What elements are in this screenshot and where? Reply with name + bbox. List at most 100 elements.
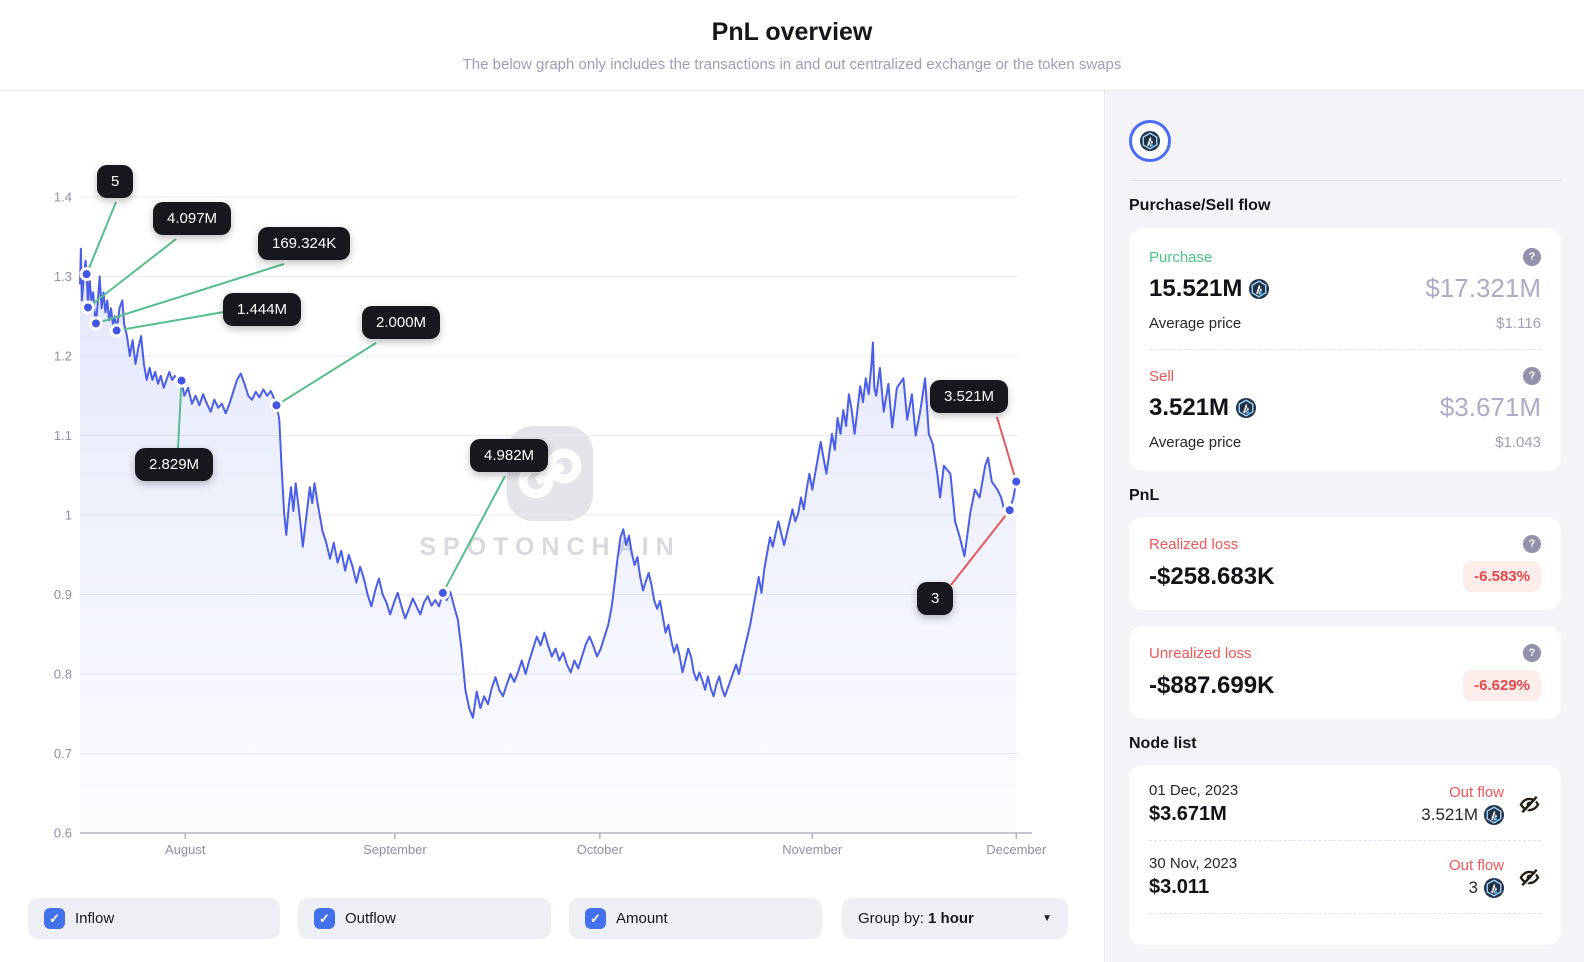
svg-text:1.4: 1.4 bbox=[54, 190, 72, 205]
arbitrum-token-logo bbox=[1129, 120, 1171, 162]
checkbox-checked-icon: ✓ bbox=[585, 908, 606, 929]
data-point-marker[interactable] bbox=[1002, 503, 1017, 518]
sell-amount: 3.521M bbox=[1149, 394, 1256, 422]
unrealized-loss-value: -$887.699K bbox=[1149, 671, 1275, 699]
hide-node-button[interactable] bbox=[1518, 793, 1541, 816]
node-amount: 3 bbox=[1449, 877, 1504, 898]
svg-text:September: September bbox=[363, 842, 427, 857]
group-by-text: Group by: 1 hour bbox=[858, 910, 974, 927]
checkbox-checked-icon: ✓ bbox=[44, 908, 65, 929]
arbitrum-token-icon bbox=[1236, 398, 1256, 418]
pnl-section-title: PnL bbox=[1129, 487, 1160, 504]
node-list-item: 01 Dec, 2023 $3.671M Out flow 3.521M bbox=[1149, 782, 1541, 826]
inflow-checkbox[interactable]: ✓ Inflow bbox=[28, 898, 280, 939]
realized-loss-value: -$258.683K bbox=[1149, 562, 1275, 590]
svg-text:December: December bbox=[986, 842, 1047, 857]
price-line bbox=[79, 247, 1018, 719]
annotation-badge: 3.521M bbox=[930, 380, 1009, 413]
data-point-marker[interactable] bbox=[79, 267, 94, 282]
help-icon[interactable]: ? bbox=[1523, 367, 1541, 385]
group-by-label: Group by: bbox=[858, 910, 924, 927]
node-flow-direction: Out flow bbox=[1448, 856, 1504, 874]
group-by-select[interactable]: Group by: 1 hour ▼ bbox=[842, 898, 1068, 939]
svg-text:0.7: 0.7 bbox=[54, 746, 72, 761]
purchase-avg-label: Average price bbox=[1149, 315, 1242, 332]
node-date: 01 Dec, 2023 bbox=[1149, 782, 1239, 799]
annotation-badge: 3 bbox=[917, 582, 954, 615]
purchase-avg-value: $1.116 bbox=[1496, 315, 1541, 332]
node-amount: 3.521M bbox=[1421, 804, 1504, 825]
group-by-value: 1 hour bbox=[928, 910, 974, 927]
data-point-marker[interactable] bbox=[80, 300, 95, 315]
node-list-title: Node list bbox=[1129, 735, 1197, 752]
checkbox-checked-icon: ✓ bbox=[314, 908, 335, 929]
arbitrum-token-icon bbox=[1249, 279, 1269, 299]
purchase-sell-card: Purchase ? 15.521M $17.321M Average pric… bbox=[1129, 228, 1561, 471]
help-icon[interactable]: ? bbox=[1523, 644, 1541, 662]
data-point-marker[interactable] bbox=[1009, 474, 1024, 489]
dashed-divider bbox=[1149, 840, 1541, 841]
annotation-badge: 2.829M bbox=[135, 448, 214, 481]
unrealized-loss-percent-badge: -6.629% bbox=[1463, 670, 1541, 701]
pnl-chart-panel: SPOTONCHAIN 1.4 1.3 1.2 1.1 1 0.9 0.8 0.7 0.6 Aug… bbox=[0, 91, 1104, 962]
sell-avg-label: Average price bbox=[1149, 434, 1242, 451]
amount-checkbox[interactable]: ✓ Amount bbox=[569, 898, 822, 939]
annotation-badge: 4.097M bbox=[153, 202, 232, 235]
realized-loss-card: Realized loss ? -$258.683K -6.583% bbox=[1129, 517, 1561, 610]
annotation-badge: 5 bbox=[97, 165, 134, 198]
data-point-marker[interactable] bbox=[88, 316, 103, 331]
eye-off-icon bbox=[1518, 793, 1541, 816]
svg-text:October: October bbox=[577, 842, 624, 857]
sell-usd: $3.671M bbox=[1439, 392, 1541, 422]
chevron-down-icon: ▼ bbox=[1042, 913, 1052, 924]
page-title: PnL overview bbox=[711, 17, 873, 46]
node-flow-direction: Out flow bbox=[1448, 783, 1504, 801]
arbitrum-token-icon bbox=[1484, 878, 1504, 898]
sell-label: Sell bbox=[1149, 367, 1175, 385]
data-point-marker[interactable] bbox=[174, 373, 189, 388]
svg-text:0.9: 0.9 bbox=[54, 587, 72, 602]
node-list-card: 01 Dec, 2023 $3.671M Out flow 3.521M bbox=[1129, 765, 1561, 945]
axes: 1.4 1.3 1.2 1.1 1 0.9 0.8 0.7 0.6 August September… bbox=[54, 190, 1047, 858]
purchase-label: Purchase bbox=[1149, 248, 1213, 266]
annotation-badge: 2.000M bbox=[362, 306, 441, 339]
arbitrum-token-icon bbox=[1484, 805, 1504, 825]
help-icon[interactable]: ? bbox=[1523, 248, 1541, 266]
purchase-amount: 15.521M bbox=[1149, 275, 1269, 303]
hide-node-button[interactable] bbox=[1518, 866, 1541, 889]
annotation-badge: 1.444M bbox=[223, 293, 302, 326]
svg-text:August: August bbox=[165, 842, 206, 857]
divider bbox=[1129, 180, 1561, 181]
node-date: 30 Nov, 2023 bbox=[1149, 855, 1238, 872]
unrealized-loss-label: Unrealized loss bbox=[1149, 644, 1252, 662]
dashed-divider bbox=[1149, 913, 1541, 914]
node-usd: $3.011 bbox=[1149, 876, 1210, 898]
outflow-checkbox[interactable]: ✓ Outflow bbox=[298, 898, 551, 939]
purchase-usd: $17.321M bbox=[1425, 273, 1541, 303]
page-subtitle: The below graph only includes the transa… bbox=[462, 55, 1122, 73]
annotation-connectors bbox=[85, 201, 1018, 594]
annotation-badge: 169.324K bbox=[258, 227, 351, 260]
data-point-marker[interactable] bbox=[109, 323, 124, 338]
realized-loss-percent-badge: -6.583% bbox=[1463, 561, 1541, 592]
data-point-marker[interactable] bbox=[269, 398, 284, 413]
svg-text:November: November bbox=[782, 842, 843, 857]
amount-checkbox-label: Amount bbox=[616, 910, 668, 927]
data-point-markers bbox=[79, 267, 1024, 600]
area-fill bbox=[80, 248, 1017, 833]
unrealized-loss-card: Unrealized loss ? -$887.699K -6.629% bbox=[1129, 626, 1561, 719]
inflow-checkbox-label: Inflow bbox=[75, 910, 115, 927]
svg-text:1.2: 1.2 bbox=[54, 349, 72, 364]
eye-off-icon bbox=[1518, 866, 1541, 889]
help-icon[interactable]: ? bbox=[1523, 535, 1541, 553]
node-usd: $3.671M bbox=[1149, 803, 1227, 825]
svg-text:1: 1 bbox=[65, 508, 72, 523]
dashed-divider bbox=[1149, 349, 1541, 350]
flow-section-title: Purchase/Sell flow bbox=[1129, 197, 1271, 214]
page-header: PnL overview The below graph only includ… bbox=[0, 0, 1584, 91]
realized-loss-label: Realized loss bbox=[1149, 535, 1239, 553]
annotation-badge: 4.982M bbox=[470, 439, 549, 472]
svg-text:1.1: 1.1 bbox=[54, 428, 72, 443]
data-point-marker[interactable] bbox=[435, 585, 450, 600]
